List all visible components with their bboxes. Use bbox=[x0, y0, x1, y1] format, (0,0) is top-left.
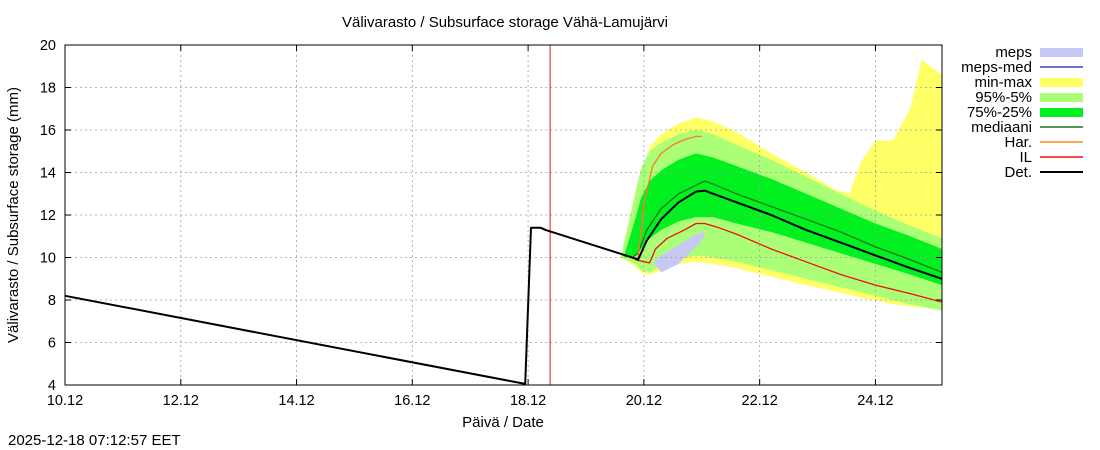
legend-item-mediaani: mediaani bbox=[971, 119, 1083, 136]
y-tick-label: 20 bbox=[40, 38, 56, 54]
series-il bbox=[635, 222, 943, 303]
chart-title: Välivarasto / Subsurface storage Vähä-La… bbox=[342, 14, 668, 31]
y-axis-label: Välivarasto / Subsurface storage (mm) bbox=[5, 87, 22, 343]
legend: mepsmeps-medmin-max95%-5%75%-25%mediaani… bbox=[961, 44, 1083, 181]
y-tick-label: 10 bbox=[40, 251, 56, 267]
x-tick-label: 24.12 bbox=[857, 393, 893, 409]
y-tick-label: 12 bbox=[40, 208, 56, 224]
legend-label: IL bbox=[1019, 149, 1032, 166]
x-tick-label: 16.12 bbox=[394, 393, 430, 409]
legend-item-p95-5: 95%-5% bbox=[975, 89, 1083, 106]
y-tick-label: 16 bbox=[40, 123, 56, 139]
series-det bbox=[64, 189, 943, 385]
x-tick-label: 10.12 bbox=[47, 393, 83, 409]
series-lines bbox=[64, 135, 943, 385]
y-tick-label: 6 bbox=[48, 336, 56, 352]
forecast-bands bbox=[620, 59, 942, 311]
x-tick-label: 18.12 bbox=[510, 393, 546, 409]
legend-label: Har. bbox=[1004, 134, 1032, 151]
legend-label: 75%-25% bbox=[967, 104, 1032, 121]
band-meps bbox=[652, 232, 705, 273]
x-tick-label: 22.12 bbox=[742, 393, 778, 409]
grid bbox=[65, 45, 942, 385]
legend-swatch bbox=[1040, 93, 1083, 102]
timestamp: 2025-12-18 07:12:57 EET bbox=[8, 432, 181, 449]
x-axis-ticks: 10.12 12.12 14.12 16.12 18.12 20.12 22.12 24.12 bbox=[47, 45, 894, 409]
x-tick-label: 20.12 bbox=[626, 393, 662, 409]
y-tick-label: 4 bbox=[48, 378, 56, 394]
legend-item-meps: meps bbox=[995, 44, 1083, 61]
y-tick-label: 18 bbox=[40, 81, 56, 97]
legend-label: mediaani bbox=[971, 119, 1032, 136]
legend-swatch bbox=[1040, 78, 1083, 87]
legend-item-har: Har. bbox=[1004, 134, 1083, 151]
x-tick-label: 12.12 bbox=[163, 393, 199, 409]
x-tick-label: 14.12 bbox=[278, 393, 314, 409]
legend-label: Det. bbox=[1004, 164, 1032, 181]
legend-label: 95%-5% bbox=[975, 89, 1032, 106]
legend-item-il: IL bbox=[1019, 149, 1083, 166]
legend-label: meps-med bbox=[961, 59, 1032, 76]
legend-swatch bbox=[1040, 48, 1083, 57]
legend-item-min-max: min-max bbox=[974, 74, 1083, 91]
y-axis-ticks: 4 6 8 10 12 14 16 18 20 bbox=[40, 38, 942, 394]
series-mediaani bbox=[631, 180, 943, 274]
legend-item-meps-med: meps-med bbox=[961, 59, 1083, 76]
legend-label: min-max bbox=[974, 74, 1032, 91]
series-har bbox=[637, 135, 702, 258]
legend-item-det: Det. bbox=[1004, 164, 1083, 181]
legend-label: meps bbox=[995, 44, 1032, 61]
legend-swatch bbox=[1040, 108, 1083, 117]
y-tick-label: 8 bbox=[48, 293, 56, 309]
x-axis-label: Päivä / Date bbox=[462, 414, 544, 431]
y-tick-label: 14 bbox=[40, 166, 56, 182]
legend-item-p75-25: 75%-25% bbox=[967, 104, 1083, 121]
